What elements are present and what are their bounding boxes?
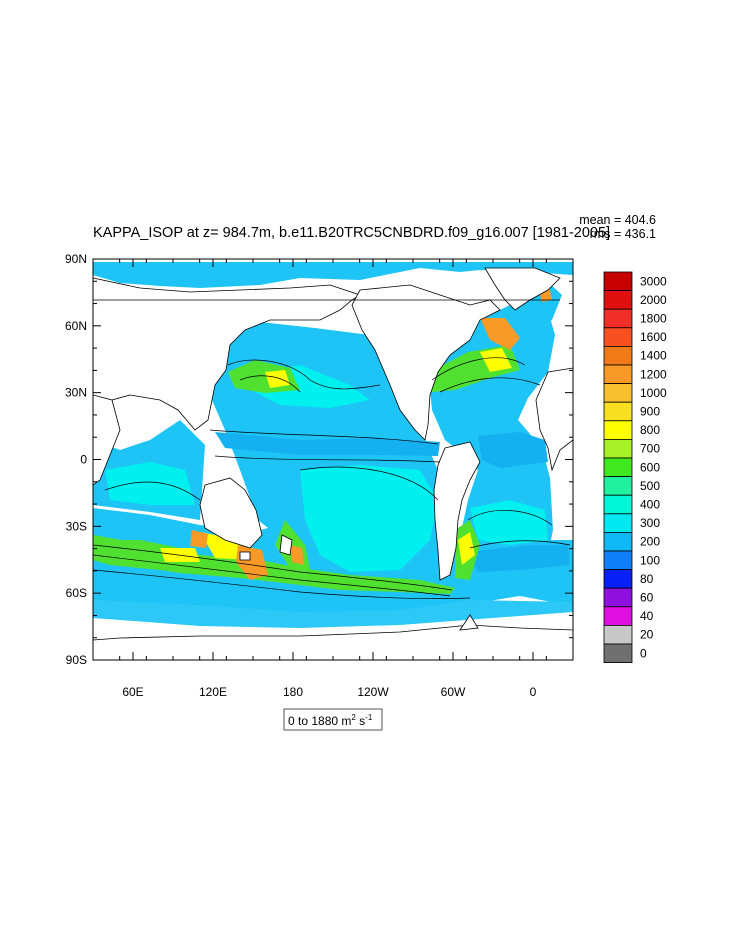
colorbar-label: 1400: [640, 349, 667, 363]
colorbar-label: 200: [640, 535, 660, 549]
land-north-america: [351, 284, 501, 441]
plot-title: KAPPA_ISOP at z= 984.7m, b.e11.B20TRC5CN…: [93, 225, 610, 241]
colorbar-label: 20: [640, 628, 654, 642]
colorbar-label: 1200: [640, 367, 667, 381]
colorbar-swatch: [603, 271, 633, 292]
y-axis: 90N 60N 30N 0 30S 60S 90S: [65, 252, 573, 667]
colorbar-swatch: [603, 569, 633, 589]
labrador-orange: [480, 318, 520, 350]
colorbar-label: 900: [640, 405, 660, 419]
ocean-field: [93, 262, 573, 628]
colorbar-label: 800: [640, 423, 660, 437]
colorbar-swatch: [603, 494, 633, 515]
colorbar-label: 1800: [640, 312, 667, 326]
kuroshio-yellow: [265, 370, 290, 388]
colorbar-label: 300: [640, 516, 660, 530]
colorbar-swatch: [603, 532, 633, 552]
land-masses: [93, 267, 573, 660]
y-tick-label: 90S: [66, 653, 87, 667]
colorbar-label: 0: [640, 646, 647, 660]
range-label-prefix: 0 to 1880 m: [288, 714, 351, 728]
atlantic-equatorial-band: [478, 432, 548, 468]
colorbar-label: 80: [640, 572, 654, 586]
colorbar-swatch: [603, 550, 633, 571]
x-axis: 60E 120E 180 120W 60W 0: [92, 259, 574, 699]
y-tick-label: 30S: [66, 519, 87, 533]
y-tick-label: 0: [80, 453, 87, 467]
colorbar-swatch: [603, 345, 633, 366]
land-africa-body: [93, 394, 121, 486]
colorbar-swatch: [603, 327, 633, 347]
colorbar-label: 3000: [640, 274, 667, 288]
x-tick-label: 120E: [199, 685, 227, 699]
colorbar-label: 100: [640, 553, 660, 567]
colorbar-swatch: [603, 643, 633, 664]
land-south-america: [433, 441, 481, 581]
land-eurasia: [93, 277, 361, 441]
south-polar-shelf: [93, 600, 573, 628]
colorbar-label: 60: [640, 591, 654, 605]
land-australia: [199, 477, 263, 549]
range-label-sup-minus-1: -1: [365, 713, 373, 722]
equatorial-band: [215, 432, 440, 456]
contour-lines: [93, 357, 571, 599]
range-label: 0 to 1880 m2 s-1: [288, 713, 373, 728]
y-tick-label: 60S: [66, 586, 87, 600]
australia-orange: [190, 530, 208, 548]
x-tick-label: 180: [283, 685, 303, 699]
colorbar-label: 2000: [640, 293, 667, 307]
land-new-zealand: [279, 534, 293, 556]
colorbar-swatch: [603, 625, 633, 645]
colorbar-label: 40: [640, 609, 654, 623]
x-tick-label: 0: [530, 685, 537, 699]
land-tasmania: [239, 551, 251, 561]
range-label-box: [283, 708, 383, 731]
x-tick-label: 60W: [441, 685, 466, 699]
acc-green-west: [93, 540, 200, 570]
x-tick-label: 60E: [122, 685, 143, 699]
y-tick-label: 90N: [65, 252, 87, 266]
south-pacific-light: [300, 465, 438, 572]
indian-light: [105, 462, 195, 505]
y-tick-label: 60N: [65, 319, 87, 333]
colorbar-label: 700: [640, 442, 660, 456]
acc-green-belt: [93, 535, 455, 594]
colorbar: 3000200018001600140012001000900800700600…: [603, 271, 667, 664]
colorbar-swatch: [603, 587, 633, 608]
land-antarctic-peninsula: [459, 614, 479, 631]
arctic-ocean: [93, 262, 573, 288]
gulf-stream-yellow: [480, 348, 512, 372]
colorbar-label: 600: [640, 460, 660, 474]
colorbar-swatch: [603, 513, 633, 533]
rms-label: rms = 436.1: [590, 227, 656, 241]
range-label-sup-2: 2: [351, 713, 356, 722]
y-tick-label: 30N: [65, 386, 87, 400]
x-tick-label: 120W: [357, 685, 389, 699]
colorbar-swatch: [603, 308, 633, 329]
south-atlantic-blue: [468, 545, 570, 572]
nz-orange: [290, 545, 304, 565]
range-label-mid: s: [356, 714, 365, 728]
colorbar-label: 500: [640, 479, 660, 493]
mean-label: mean = 404.6: [579, 213, 656, 227]
colorbar-label: 400: [640, 498, 660, 512]
colorbar-swatch: [603, 383, 633, 403]
colorbar-label: 1000: [640, 386, 667, 400]
brazil-malvinas-yellow: [458, 532, 475, 565]
colorbar-swatch: [603, 420, 633, 440]
colorbar-swatch: [603, 457, 633, 478]
land-africa-east: [535, 367, 573, 472]
colorbar-label: 1600: [640, 330, 667, 344]
colorbar-swatch: [603, 364, 633, 385]
colorbar-swatch: [603, 290, 633, 310]
map-area: [93, 259, 573, 660]
colorbar-swatch: [603, 438, 633, 459]
colorbar-swatch: [603, 606, 633, 626]
colorbar-swatch: [603, 476, 633, 496]
colorbar-swatch: [603, 401, 633, 422]
